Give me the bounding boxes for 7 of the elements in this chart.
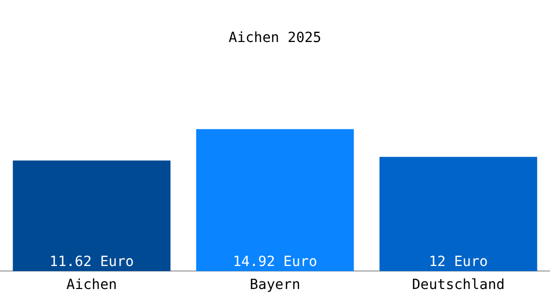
x-tick-label: Bayern xyxy=(250,277,300,294)
x-tick-label: Aichen xyxy=(66,277,117,294)
data-label: 12 Euro xyxy=(428,254,488,270)
chart-title: Aichen 2025 xyxy=(228,30,322,46)
x-tick-label: Deutschland xyxy=(412,277,505,294)
data-label: 11.62 Euro xyxy=(50,254,134,270)
data-label: 14.92 Euro xyxy=(232,254,318,270)
